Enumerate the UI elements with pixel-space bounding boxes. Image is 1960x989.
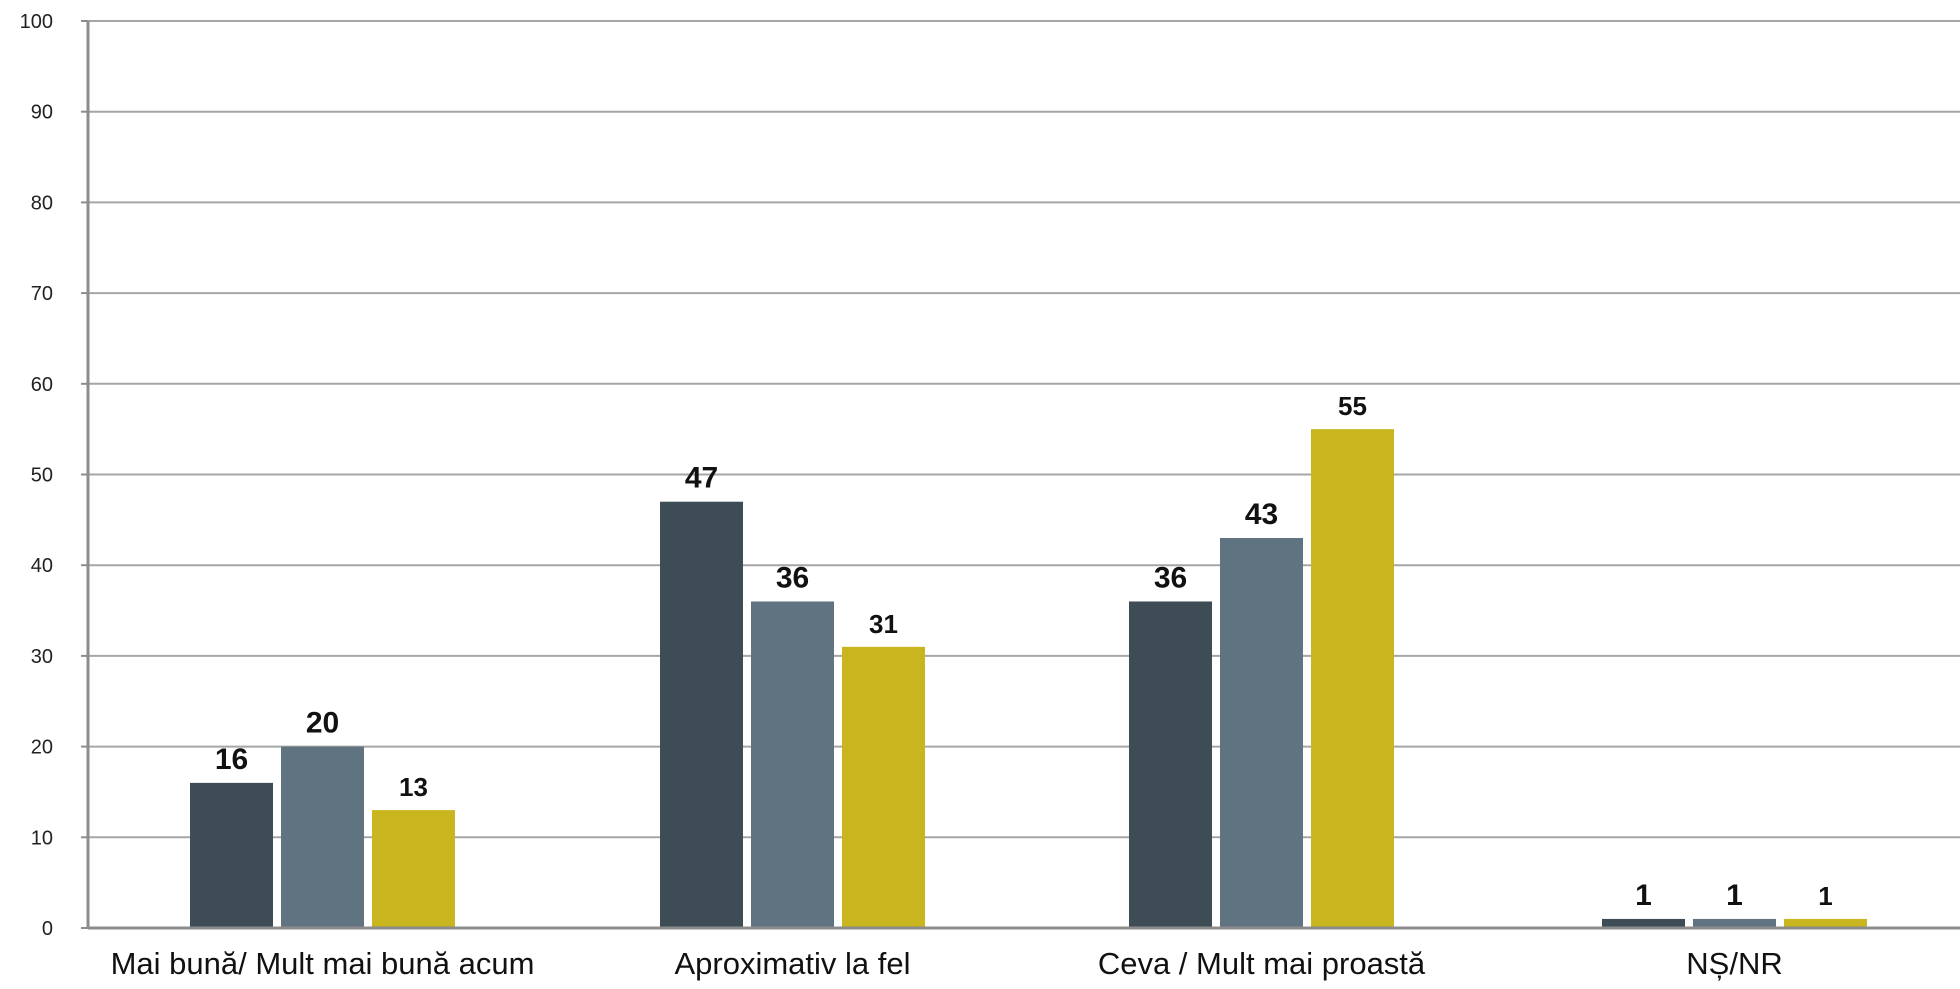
y-tick-label-30: 30 — [31, 646, 53, 668]
y-tick-label-80: 80 — [31, 192, 53, 214]
bar-3-2 — [1784, 918, 1867, 928]
data-labels: 16 20 13 47 36 31 36 43 55 1 1 1 — [215, 391, 1833, 912]
y-tick-label-90: 90 — [31, 102, 53, 124]
bar-0-1 — [281, 746, 364, 928]
x-category-label-0: Mai bună/ Mult mai bună acum — [111, 946, 535, 981]
data-label-0-2: 13 — [399, 772, 428, 802]
bar-0-0 — [190, 782, 273, 928]
bar-1-0 — [660, 501, 743, 928]
data-label-3-0: 1 — [1635, 879, 1652, 912]
y-tick-label-10: 10 — [31, 827, 53, 849]
bar-1-1 — [751, 601, 834, 928]
x-category-label-1: Aproximativ la fel — [674, 946, 910, 981]
x-category-label-3: NȘ/NR — [1686, 946, 1782, 981]
data-label-2-2: 55 — [1338, 391, 1367, 421]
bar-3-0 — [1602, 918, 1685, 928]
data-label-0-0: 16 — [215, 743, 248, 776]
bars — [190, 429, 1867, 928]
x-category-label-2: Ceva / Mult mai proastă — [1098, 946, 1426, 981]
y-axis-ticks: 0 10 20 30 40 50 60 70 80 90 100 — [20, 11, 53, 940]
gridlines — [88, 20, 1960, 839]
data-label-1-2: 31 — [869, 609, 898, 639]
y-tick-label-40: 40 — [31, 555, 53, 577]
y-tick-label-60: 60 — [31, 374, 53, 396]
bar-2-2 — [1311, 429, 1394, 928]
bar-0-2 — [372, 810, 455, 928]
y-tick-label-20: 20 — [31, 737, 53, 759]
bar-2-1 — [1220, 537, 1303, 928]
data-label-3-2: 1 — [1818, 881, 1832, 911]
y-tick-label-0: 0 — [42, 918, 53, 940]
bar-1-2 — [842, 646, 925, 928]
data-label-1-1: 36 — [776, 561, 809, 594]
data-label-0-1: 20 — [306, 707, 339, 740]
axes — [81, 20, 1960, 930]
y-tick-label-70: 70 — [31, 283, 53, 305]
y-tick-label-50: 50 — [31, 465, 53, 487]
bar-3-1 — [1693, 918, 1776, 928]
y-tick-label-100: 100 — [20, 11, 53, 33]
data-label-2-0: 36 — [1154, 561, 1187, 594]
data-label-1-0: 47 — [685, 462, 718, 495]
bar-2-0 — [1129, 601, 1212, 928]
data-label-3-1: 1 — [1726, 879, 1743, 912]
data-label-2-1: 43 — [1245, 498, 1278, 531]
x-axis-categories: Mai bună/ Mult mai bună acum Aproximativ … — [111, 946, 1783, 981]
